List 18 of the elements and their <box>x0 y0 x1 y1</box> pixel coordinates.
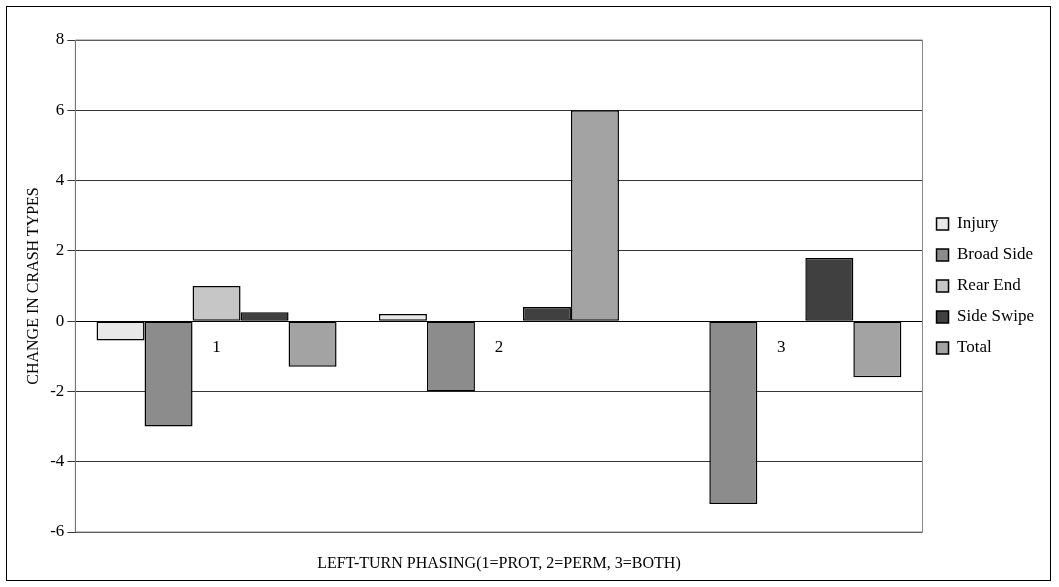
y-tick-label: -6 <box>50 521 65 541</box>
legend-label: Injury <box>957 213 1000 233</box>
legend-label: Rear End <box>957 275 1022 295</box>
y-tick-label: 4 <box>55 170 65 190</box>
x-tick-label: 2 <box>494 336 504 356</box>
y-axis-title: CHANGE IN CRASH TYPES <box>23 187 41 385</box>
y-tick-label: 8 <box>55 29 65 49</box>
y-tick-label: 2 <box>55 240 65 260</box>
x-axis-title: LEFT-TURN PHASING(1=PROT, 2=PERM, 3=BOTH) <box>317 554 681 573</box>
legend-label: Broad Side <box>957 244 1034 264</box>
legend-label: Total <box>957 337 992 357</box>
x-tick-label: 1 <box>212 336 221 356</box>
legend-label: Side Swipe <box>957 306 1035 326</box>
y-tick-label: 0 <box>55 310 65 330</box>
y-tick-label: 6 <box>55 99 65 119</box>
y-tick-label: -4 <box>50 451 65 471</box>
x-tick-label: 3 <box>777 336 786 356</box>
y-tick-label: -2 <box>50 380 65 400</box>
